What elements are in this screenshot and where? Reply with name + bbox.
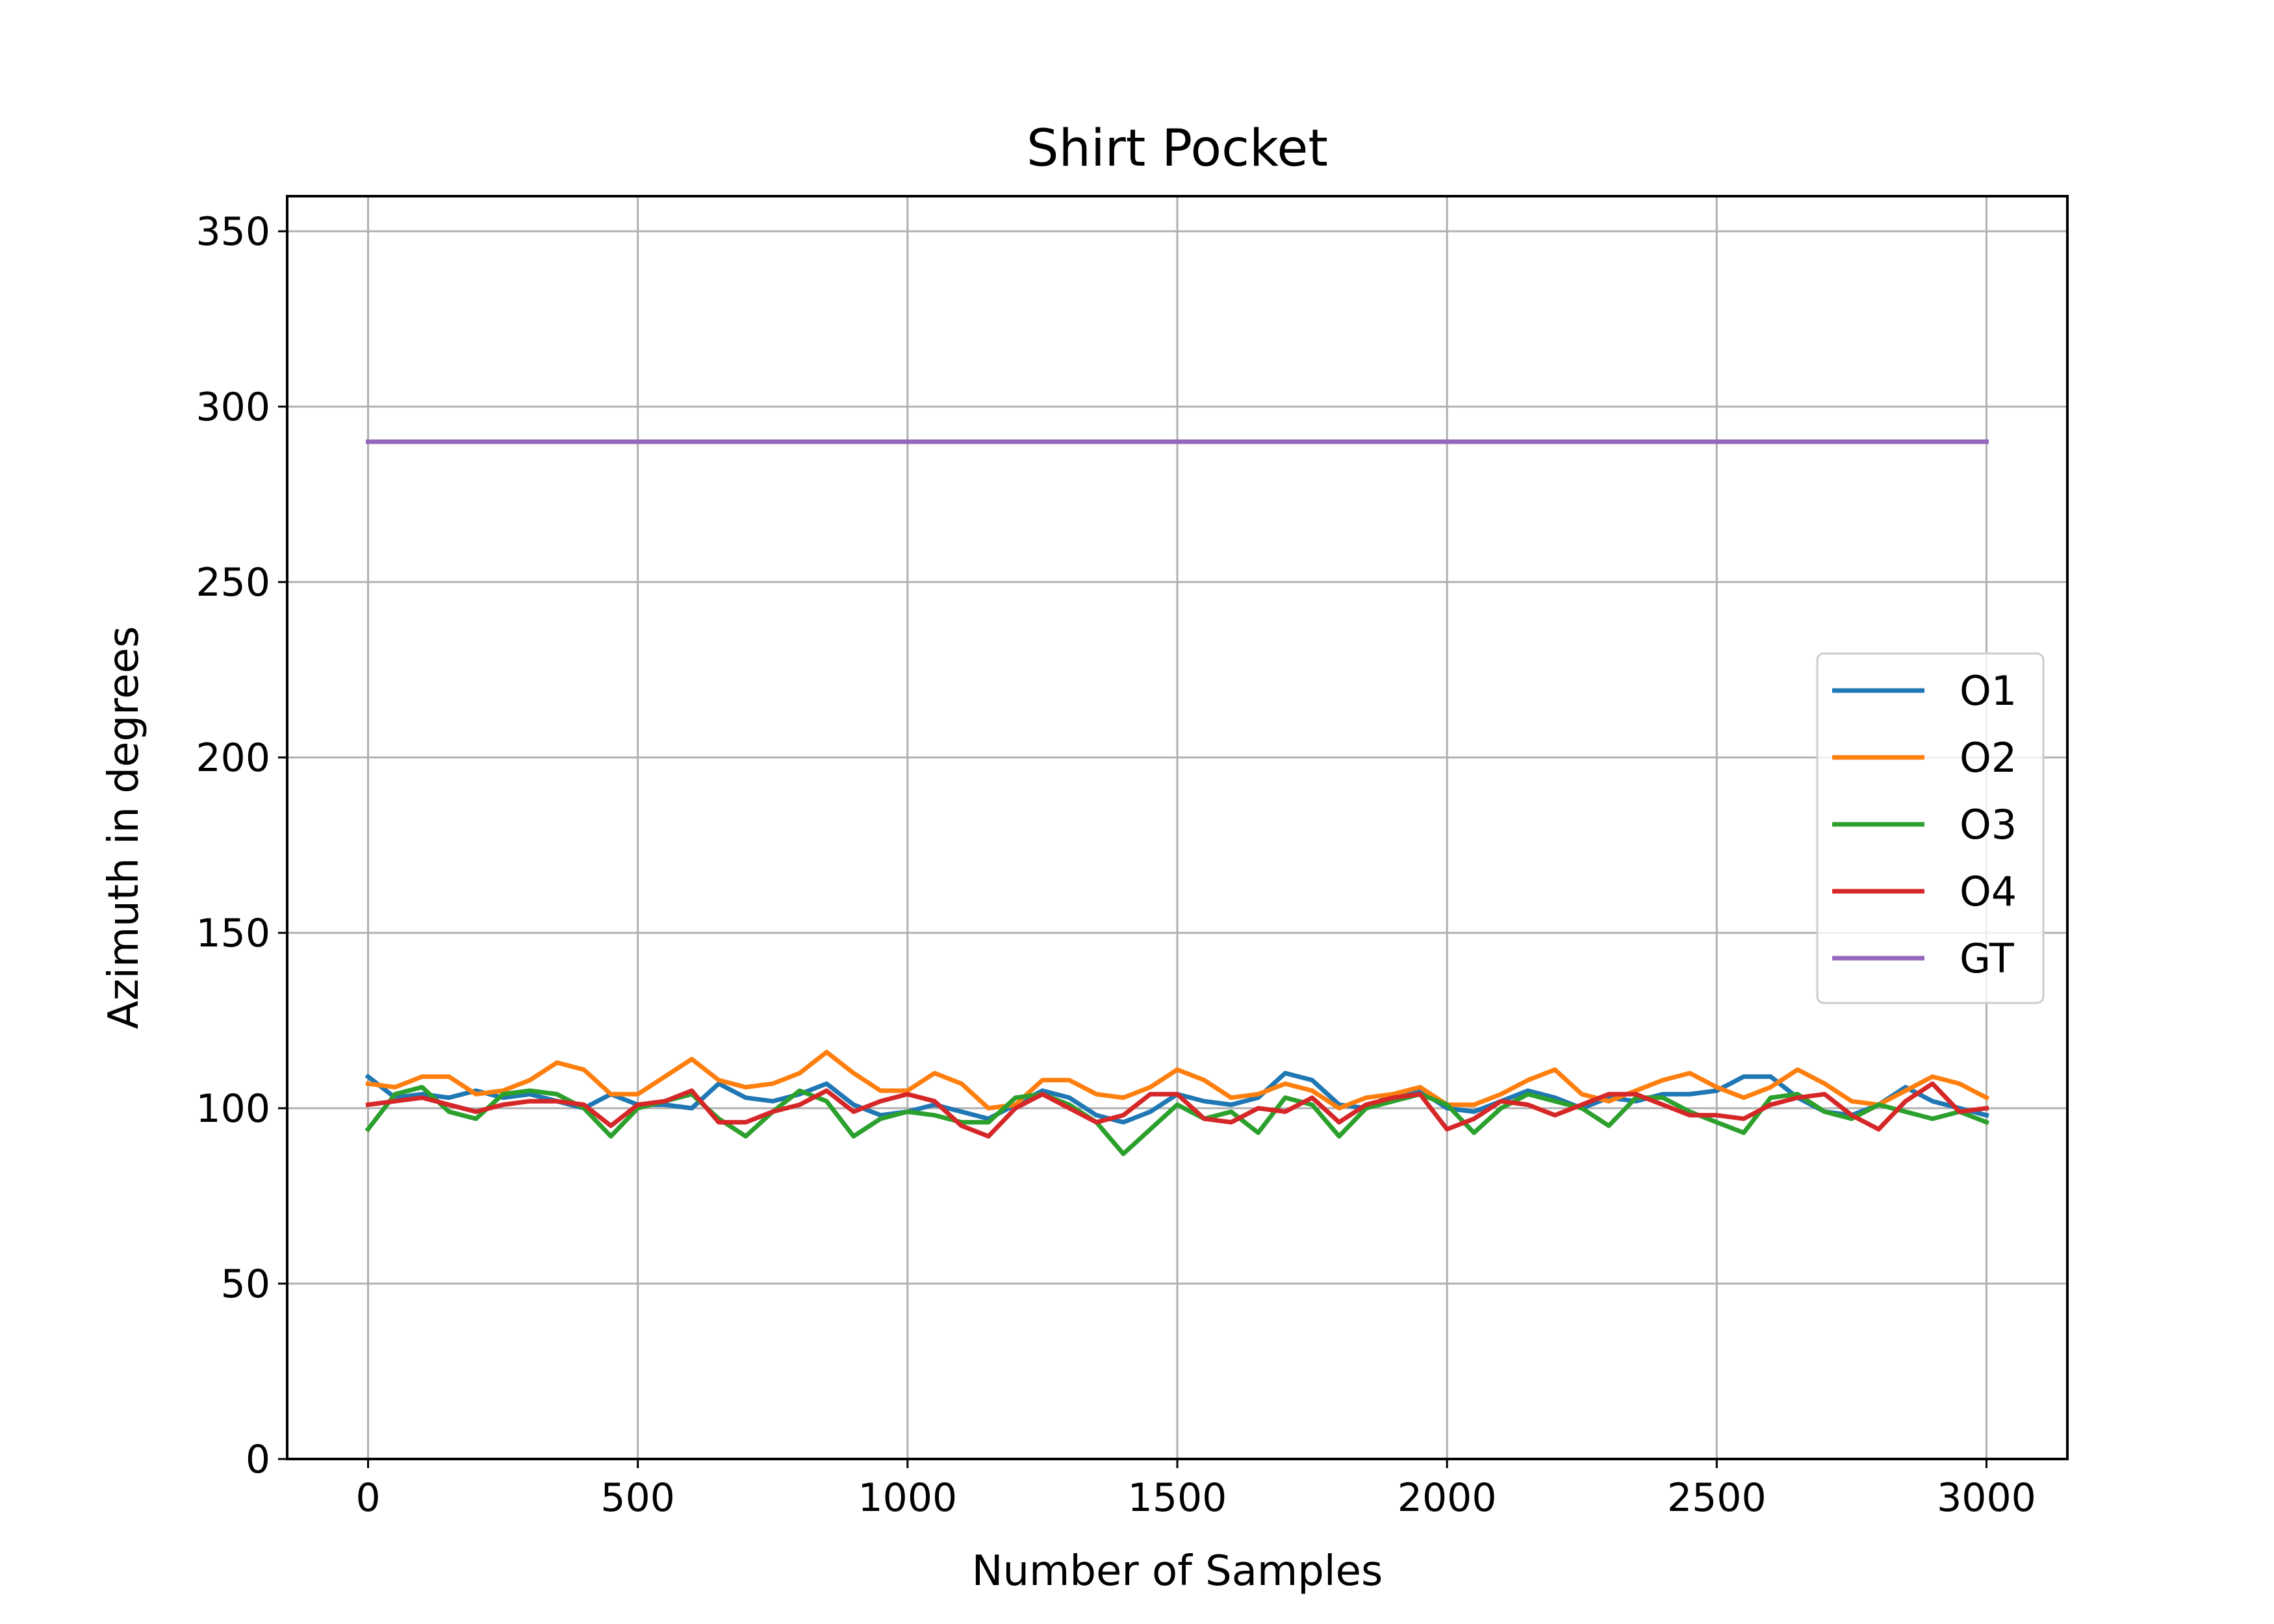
chart-title: Shirt Pocket — [1027, 120, 1328, 178]
x-tick-label: 0 — [355, 1475, 380, 1521]
y-tick-label: 150 — [196, 911, 270, 956]
y-tick-label: 100 — [196, 1086, 270, 1132]
legend-label-o4: O4 — [1960, 868, 2017, 915]
x-tick-label: 3000 — [1937, 1475, 2036, 1521]
legend-box — [1816, 652, 2045, 1004]
x-tick-label: 2000 — [1398, 1475, 1497, 1521]
y-tick-label: 0 — [246, 1437, 270, 1482]
legend: O1 O2 O3 O4 GT — [1816, 652, 2045, 1004]
x-tick-label: 1000 — [858, 1475, 957, 1521]
x-axis-ticks: 0 500 1000 1500 2000 2500 3000 — [355, 1459, 2036, 1521]
series-line-o3 — [364, 1085, 1990, 1156]
y-tick-label: 50 — [221, 1262, 270, 1307]
x-tick-label: 500 — [600, 1475, 675, 1521]
x-tick-label: 1500 — [1128, 1475, 1227, 1521]
x-tick-label: 2500 — [1667, 1475, 1767, 1521]
series-line-o4 — [365, 1081, 1989, 1139]
legend-label-o2: O2 — [1960, 734, 2017, 781]
series-line-o2 — [365, 1050, 1990, 1111]
plot-series — [364, 439, 1990, 1156]
legend-label-o3: O3 — [1960, 801, 2017, 848]
y-tick-label: 250 — [196, 560, 270, 605]
legend-label-o1: O1 — [1960, 667, 2017, 715]
y-tick-label: 300 — [196, 385, 270, 430]
y-tick-label: 200 — [196, 735, 270, 781]
legend-items: O1 O2 O3 O4 GT — [1832, 667, 2017, 982]
y-axis-ticks: 0 50 100 150 200 250 300 350 — [196, 209, 287, 1482]
x-axis-label: Number of Samples — [972, 1547, 1383, 1595]
y-tick-label: 350 — [196, 209, 270, 255]
y-axis-label: Azimuth in degrees — [100, 626, 148, 1029]
legend-label-gt: GT — [1960, 935, 2015, 982]
